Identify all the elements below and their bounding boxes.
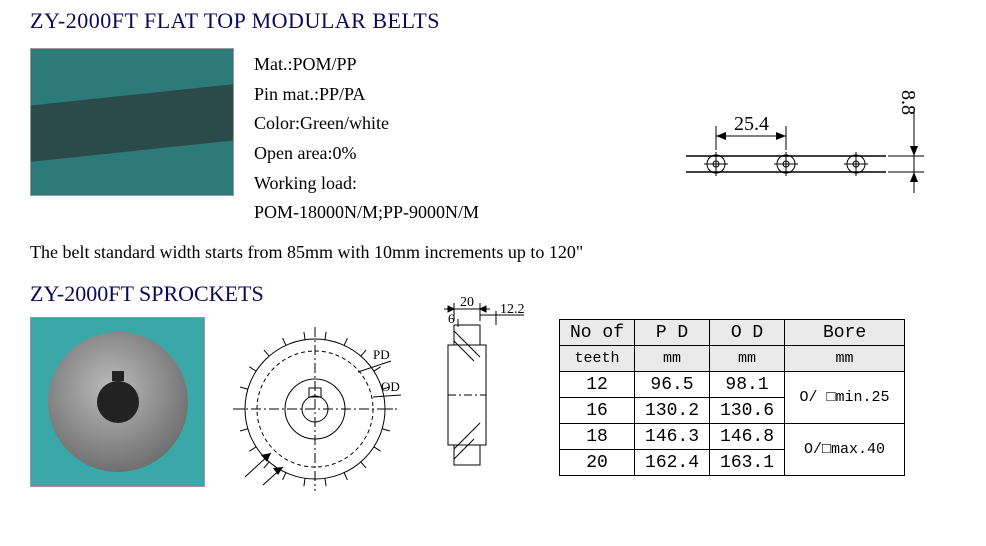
- sprocket-photo: [30, 317, 205, 487]
- th-teeth-2: teeth: [560, 346, 635, 372]
- label-od: OD: [381, 379, 400, 394]
- belt-photo: [30, 48, 234, 196]
- th-teeth-1: No of: [560, 320, 635, 346]
- sprocket-section: PD OD: [30, 317, 956, 487]
- width-note: The belt standard width starts from 85mm…: [30, 242, 956, 263]
- sprocket-side-drawing: 20 12.2 6: [426, 317, 541, 487]
- dim-pitch: 25.4: [734, 113, 769, 135]
- sprocket-front-drawing: PD OD: [223, 317, 408, 487]
- spec-open-area: Open area:0%: [254, 139, 479, 169]
- label-pd: PD: [373, 347, 390, 362]
- dim-thickness: 8.8: [897, 90, 919, 115]
- sprocket-table: No of P D O D Bore teeth mm mm mm 12 96.…: [559, 319, 905, 476]
- belt-title: ZY-2000FT FLAT TOP MODULAR BELTS: [30, 8, 956, 34]
- spec-load-value: POM-18000N/M;PP-9000N/M: [254, 198, 479, 228]
- th-bore: Bore: [785, 320, 905, 346]
- th-od: O D: [710, 320, 785, 346]
- th-bore-mm: mm: [785, 346, 905, 372]
- belt-dimension-drawing: 25.4 8.8: [656, 48, 956, 208]
- spec-pin: Pin mat.:PP/PA: [254, 80, 479, 110]
- table-row: 12 96.5 98.1 O/ □min.25: [560, 372, 905, 398]
- spec-color: Color:Green/white: [254, 109, 479, 139]
- th-pd: P D: [635, 320, 710, 346]
- th-pd-mm: mm: [635, 346, 710, 372]
- bore-max: O/□max.40: [785, 424, 905, 476]
- dim-12-2: 12.2: [500, 302, 525, 317]
- spec-load-label: Working load:: [254, 169, 479, 199]
- bore-min: O/ □min.25: [785, 372, 905, 424]
- table-row: 18 146.3 146.8 O/□max.40: [560, 424, 905, 450]
- dim-6: 6: [448, 311, 455, 326]
- belt-section: Mat.:POM/PP Pin mat.:PP/PA Color:Green/w…: [30, 48, 956, 228]
- spec-mat: Mat.:POM/PP: [254, 50, 479, 80]
- belt-specs: Mat.:POM/PP Pin mat.:PP/PA Color:Green/w…: [254, 48, 479, 228]
- dim-20: 20: [460, 295, 474, 310]
- th-od-mm: mm: [710, 346, 785, 372]
